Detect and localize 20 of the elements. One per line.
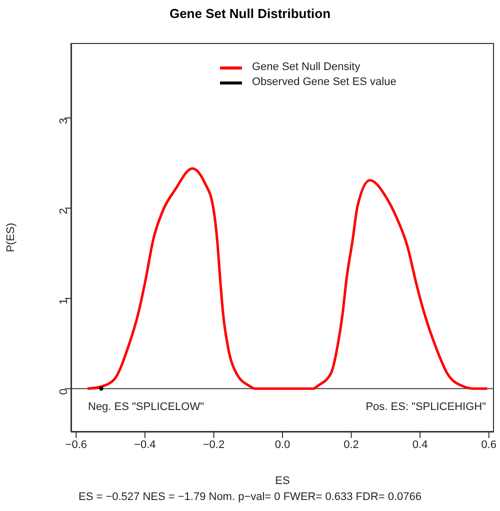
annotation: Neg. ES "SPLICELOW" [88,401,204,413]
x-tick-label: 0.6 [481,438,496,451]
y-tick-label: 0 [58,388,70,395]
y-tick-label: 1 [58,298,70,305]
x-tick-label: 0.0 [274,438,290,451]
y-tick-label: 2 [58,208,70,214]
legend-label: Gene Set Null Density [252,60,360,75]
x-axis-title: ES [275,475,290,487]
y-tick-label: 3 [58,118,70,124]
text: ES = −0.527 NES = −1.79 Nom. p−val= 0 FWER= 0.633 FDR= 0.0766 [77,491,423,503]
x-tick-label: −0.6 [65,438,88,451]
legend-label: Observed Gene Set ES value [252,75,396,90]
line-series [86,167,488,390]
annotation: Pos. ES: "SPLICEHIGH" [366,401,486,413]
chart-title: Gene Set Null Distribution [168,6,332,21]
x-tick-label: 0.4 [412,438,428,451]
x-tick-label: 0.2 [344,438,359,451]
x-tick-label: −0.2 [202,438,225,451]
y-axis-title: P(ES) [4,222,17,252]
x-tick-label: −0.4 [134,438,156,451]
